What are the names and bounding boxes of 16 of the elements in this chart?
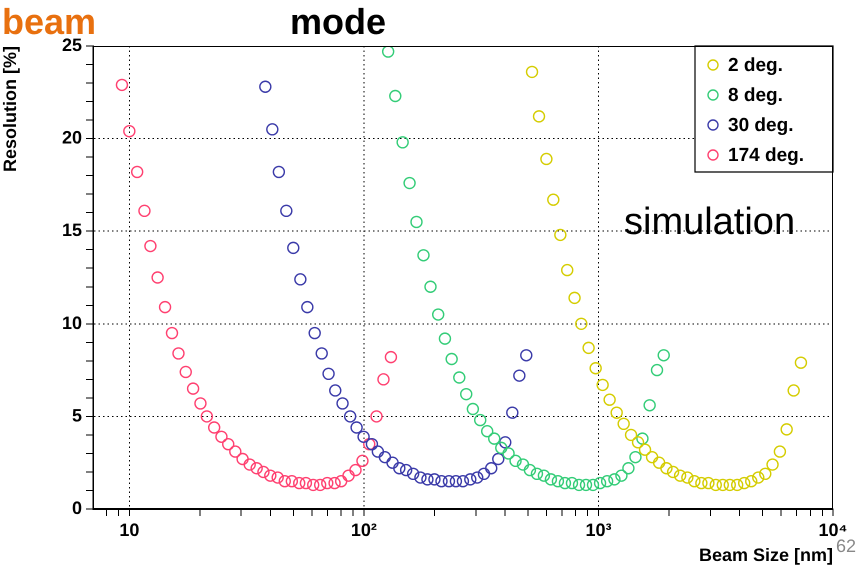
x-tick-label: 10 — [119, 520, 140, 540]
legend-label: 8 deg. — [728, 85, 783, 106]
legend-label: 30 deg. — [728, 115, 794, 136]
y-tick-label: 5 — [72, 405, 82, 426]
legend-label: 2 deg. — [728, 55, 783, 76]
y-tick-label: 20 — [62, 128, 82, 148]
text: mode — [290, 1, 386, 42]
x-tick-label: 10² — [350, 520, 377, 540]
y-axis-title: Resolution [%] — [0, 46, 20, 172]
x-tick-label: 10³ — [585, 520, 612, 540]
y-tick-label: 15 — [62, 220, 82, 240]
annotation: simulation — [624, 201, 796, 243]
y-tick-label: 0 — [72, 498, 82, 518]
y-tick-label: 10 — [62, 312, 82, 333]
x-axis-title: Beam Size [nm] — [698, 545, 833, 566]
legend-label: 174 deg. — [728, 145, 804, 166]
